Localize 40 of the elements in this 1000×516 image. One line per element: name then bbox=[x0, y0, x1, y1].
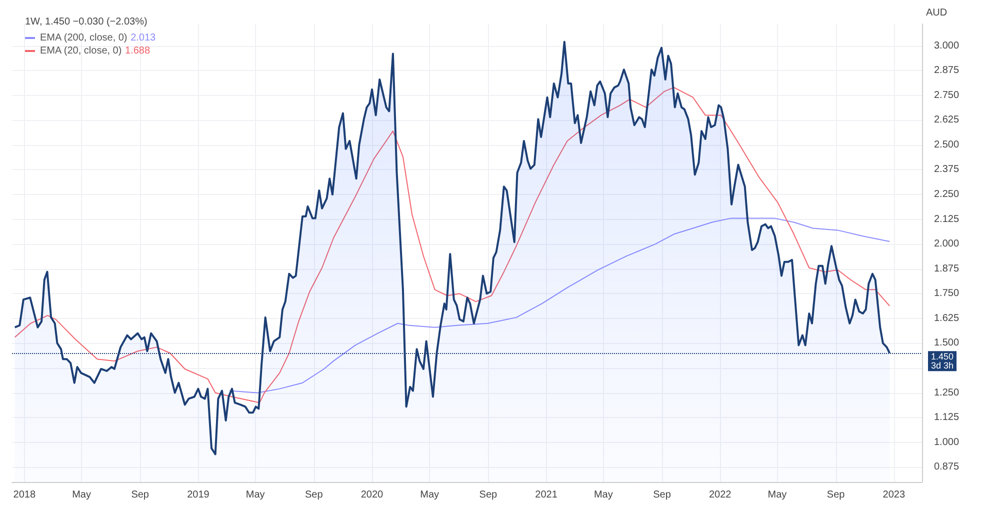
x-tick-label: 2020 bbox=[360, 490, 384, 500]
x-tick-label: May bbox=[420, 490, 440, 500]
y-tick-label: 3.000 bbox=[934, 40, 960, 52]
x-tick-label: May bbox=[72, 490, 91, 500]
ref-line-label: 1.450 3d 3h bbox=[931, 352, 954, 371]
x-tick-label: Sep bbox=[305, 490, 324, 500]
y-tick-label: 2.750 bbox=[934, 90, 960, 101]
annotation: 1.688 bbox=[125, 46, 150, 56]
x-tick-label: Sep bbox=[653, 490, 672, 500]
x-tick-label: 2018 bbox=[13, 490, 36, 500]
y-tick-label: 2.875 bbox=[934, 65, 960, 76]
y-tick-label: 1.000 bbox=[934, 436, 960, 448]
x-tick-label: 2023 bbox=[882, 490, 906, 500]
y-tick-label: 0.875 bbox=[934, 462, 960, 473]
legend-label: EMA (20, close, 0) bbox=[40, 46, 124, 56]
y-tick-label: 1.500 bbox=[934, 338, 960, 349]
x-tick-label: Sep bbox=[826, 490, 846, 500]
x-tick-label: 2022 bbox=[708, 490, 732, 500]
y-tick-label: 1.125 bbox=[934, 412, 960, 424]
y-tick-label: 1.625 bbox=[934, 312, 960, 324]
y-tick-label: 1.875 bbox=[934, 263, 960, 274]
annotation: 2.013 bbox=[130, 32, 156, 44]
x-tick-label: May bbox=[768, 490, 787, 500]
x-tick-label: 2019 bbox=[187, 490, 210, 500]
y-tick-label: 2.375 bbox=[934, 164, 960, 176]
x-tick-label: May bbox=[594, 490, 613, 500]
legend-label: EMA (200, close, 0) bbox=[40, 32, 130, 44]
x-tick-label: Sep bbox=[131, 490, 150, 500]
chart-title: 1W, 1.450 −0.030 (−2.03%) bbox=[25, 16, 148, 28]
y-tick-label: 2.625 bbox=[934, 114, 960, 126]
y-axis-title: AUD bbox=[926, 8, 948, 18]
y-tick-label: 2.250 bbox=[934, 189, 960, 200]
x-tick-label: May bbox=[246, 490, 265, 500]
x-tick-label: 2021 bbox=[535, 490, 558, 500]
y-tick-label: 2.500 bbox=[934, 139, 960, 150]
y-tick-label: 1.250 bbox=[934, 387, 960, 398]
y-tick-label: 1.750 bbox=[934, 288, 960, 300]
y-tick-label: 2.125 bbox=[934, 214, 960, 225]
y-tick-label: 2.000 bbox=[934, 238, 960, 250]
x-tick-label: Sep bbox=[479, 490, 498, 500]
